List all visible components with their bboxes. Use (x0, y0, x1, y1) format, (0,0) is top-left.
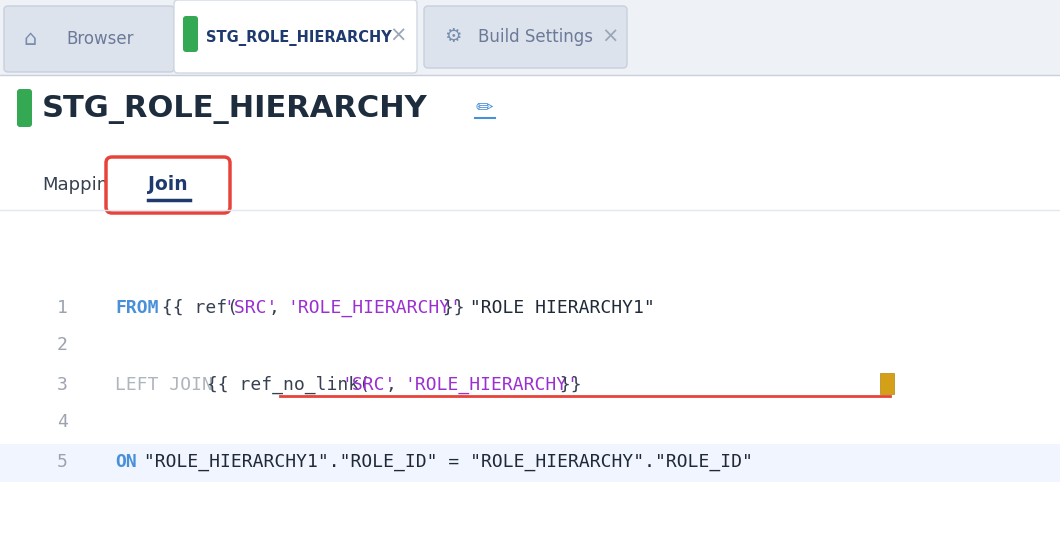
FancyBboxPatch shape (880, 372, 894, 393)
FancyBboxPatch shape (424, 6, 628, 68)
Text: "ROLE_HIERARCHY1"."ROLE_ID" = "ROLE_HIERARCHY"."ROLE_ID": "ROLE_HIERARCHY1"."ROLE_ID" = "ROLE_HIER… (134, 453, 753, 471)
FancyBboxPatch shape (174, 0, 417, 73)
Text: 1: 1 (56, 299, 68, 317)
Text: Browser: Browser (66, 30, 134, 48)
Text: ×: × (601, 27, 619, 47)
Text: 'ROLE_HIERARCHY': 'ROLE_HIERARCHY' (405, 376, 579, 394)
Text: Build Settings: Build Settings (477, 28, 593, 46)
Text: }}: }} (549, 376, 582, 394)
Text: ,: , (387, 376, 408, 394)
Text: STG_ROLE_HIERARCHY: STG_ROLE_HIERARCHY (206, 30, 392, 46)
Text: "ROLE HIERARCHY1": "ROLE HIERARCHY1" (459, 299, 655, 317)
Text: 3: 3 (56, 376, 68, 394)
Text: ⚙: ⚙ (444, 28, 462, 47)
Text: ✏: ✏ (475, 97, 493, 117)
Text: 'SRC': 'SRC' (224, 299, 278, 317)
Text: 'SRC': 'SRC' (341, 376, 395, 394)
Text: {{ ref(: {{ ref( (152, 299, 238, 317)
FancyBboxPatch shape (0, 444, 1060, 482)
Text: {{ ref_no_link(: {{ ref_no_link( (196, 376, 370, 394)
Text: Join: Join (148, 176, 188, 195)
Text: STG_ROLE_HIERARCHY: STG_ROLE_HIERARCHY (42, 95, 427, 125)
FancyBboxPatch shape (0, 0, 1060, 75)
Text: }}: }} (431, 299, 464, 317)
FancyBboxPatch shape (0, 75, 1060, 542)
FancyBboxPatch shape (183, 16, 198, 52)
Text: FROM: FROM (114, 299, 159, 317)
Text: LEFT JOIN: LEFT JOIN (114, 376, 213, 394)
FancyBboxPatch shape (17, 89, 32, 127)
Text: ON: ON (114, 453, 137, 471)
Text: ×: × (389, 26, 407, 46)
FancyBboxPatch shape (4, 6, 174, 72)
Text: 5: 5 (56, 453, 68, 471)
Text: ⌂: ⌂ (23, 29, 37, 49)
Text: 4: 4 (56, 413, 68, 431)
Text: Mapping: Mapping (42, 176, 120, 194)
Text: 2: 2 (56, 336, 68, 354)
Text: ,: , (269, 299, 290, 317)
FancyBboxPatch shape (106, 157, 230, 213)
Text: 'ROLE_HIERARCHY': 'ROLE_HIERARCHY' (287, 299, 461, 317)
